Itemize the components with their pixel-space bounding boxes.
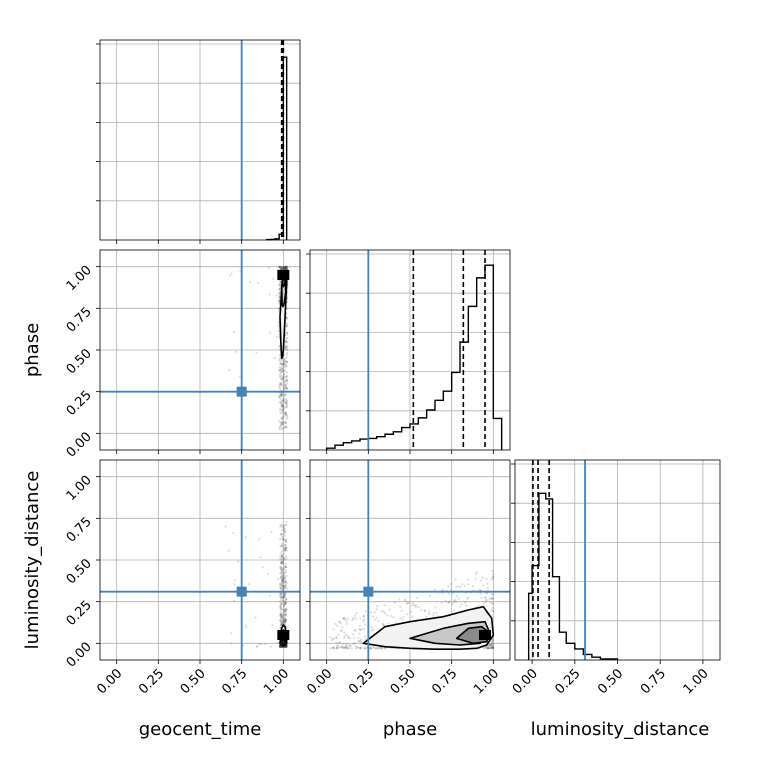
hist-panel-luminosity-distance <box>515 460 720 660</box>
density-peak <box>479 630 491 640</box>
hist-step <box>325 264 503 450</box>
xlabel-phase: phase <box>383 719 437 740</box>
y-tick-label: 0.50 <box>64 556 95 587</box>
y-tick-label: 0.25 <box>64 598 95 629</box>
x-tick-label: 0.50 <box>178 666 209 697</box>
x-tick-label: 0.75 <box>638 666 669 697</box>
y-tick-label: 0.75 <box>64 305 95 336</box>
y-tick-label: 0.25 <box>64 388 95 419</box>
x-tick-label: 0.50 <box>595 666 626 697</box>
scatter-panel-luminosity-distance-vs-phase <box>310 460 510 660</box>
y-tick-label: 0.75 <box>64 515 95 546</box>
sample-points <box>224 520 288 648</box>
scatter-panel-phase-vs-geocent-time <box>100 250 300 450</box>
panel-content <box>310 460 510 660</box>
xlabel-geocent-time: geocent_time <box>139 719 262 740</box>
ylabel-phase: phase <box>22 323 43 377</box>
truth-marker <box>363 586 374 597</box>
density-peak <box>277 270 290 280</box>
truth-marker <box>236 586 247 597</box>
panel-content <box>100 250 300 450</box>
x-tick-label: 1.00 <box>261 666 292 697</box>
hist-step <box>527 492 619 660</box>
xlabel-luminosity-distance: luminosity_distance <box>531 719 710 740</box>
y-tick-label: 0.00 <box>64 430 95 461</box>
hist-panel-geocent-time <box>100 40 300 241</box>
sample-points <box>228 265 289 431</box>
x-tick-label: 0.00 <box>94 666 125 697</box>
y-tick-label: 0.00 <box>64 640 95 671</box>
panel-content <box>100 460 300 660</box>
x-tick-label: 0.25 <box>136 666 167 697</box>
hist-panel-phase <box>310 250 510 450</box>
x-tick-label: 0.75 <box>429 666 460 697</box>
truth-marker <box>236 386 247 397</box>
x-tick-label: 0.25 <box>346 666 377 697</box>
x-tick-label: 1.00 <box>471 666 502 697</box>
x-tick-label: 0.00 <box>304 666 335 697</box>
x-tick-label: 0.75 <box>219 666 250 697</box>
ylabel-luminosity-distance: luminosity_distance <box>22 471 43 650</box>
scatter-panel-luminosity-distance-vs-geocent-time <box>100 460 300 660</box>
x-tick-label: 1.00 <box>681 666 712 697</box>
y-tick-label: 1.00 <box>64 263 95 294</box>
y-tick-label: 1.00 <box>64 473 95 504</box>
x-tick-label: 0.00 <box>510 666 541 697</box>
density-peak <box>277 630 290 640</box>
x-tick-label: 0.50 <box>388 666 419 697</box>
x-tick-label: 0.25 <box>553 666 584 697</box>
y-tick-label: 0.50 <box>64 346 95 377</box>
